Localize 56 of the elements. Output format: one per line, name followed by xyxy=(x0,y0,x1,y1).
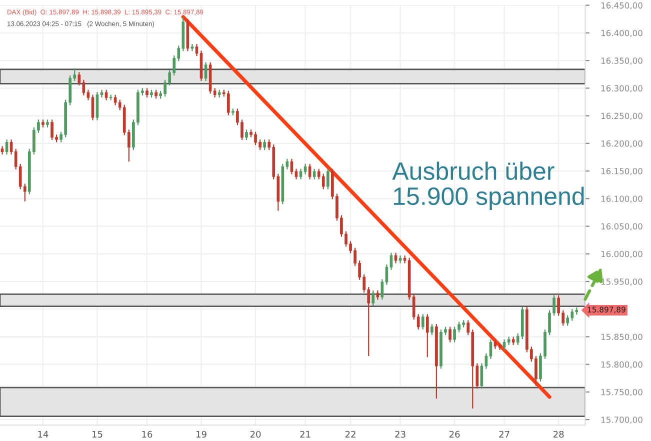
x-tick-label: 16 xyxy=(142,430,152,438)
candlestick xyxy=(421,314,424,330)
y-tick-label: 15.700,00 xyxy=(601,416,642,424)
x-tick-label: 15 xyxy=(92,430,102,438)
candlestick xyxy=(376,290,380,300)
x-tick-label: 14 xyxy=(38,430,48,438)
x-tick-label: 21 xyxy=(300,430,310,438)
annotation: Ausbruch über 15.900 spannend xyxy=(392,162,584,210)
candlestick xyxy=(326,168,330,190)
x-tick-label: 27 xyxy=(499,430,510,438)
candlestick xyxy=(448,326,452,343)
candlestick xyxy=(226,90,230,116)
x-tick-label: 22 xyxy=(345,430,356,438)
candlestick xyxy=(290,158,294,175)
candlestick xyxy=(308,163,312,180)
candlestick xyxy=(394,252,398,264)
x-tick-label: 26 xyxy=(449,430,460,438)
y-tick-label: 16.150,00 xyxy=(601,168,642,176)
y-tick-label: 16.450,00 xyxy=(601,2,642,10)
x-tick-label: 19 xyxy=(196,430,206,438)
y-tick-label: 16.100,00 xyxy=(601,196,642,203)
y-tick-label: 15.800,00 xyxy=(601,361,642,368)
candlestick xyxy=(390,252,393,270)
y-tick-label: 15.850,00 xyxy=(601,334,642,341)
candlestick xyxy=(502,338,506,351)
candlestick xyxy=(204,62,208,82)
candlestick xyxy=(426,314,429,358)
candlestick xyxy=(104,89,108,101)
candlestick xyxy=(372,290,375,306)
x-tick-label: 28 xyxy=(553,430,564,438)
y-tick-label: 16.000,00 xyxy=(601,250,642,258)
y-tick-label: 15.950,00 xyxy=(601,278,642,286)
candlestick xyxy=(146,88,148,98)
y-tick-label: 16.400,00 xyxy=(601,30,642,38)
candlestick xyxy=(299,168,302,180)
x-tick-label: 23 xyxy=(395,430,406,438)
candlestick xyxy=(96,91,99,121)
y-tick-label: 15.750,00 xyxy=(601,388,642,396)
candlestick xyxy=(91,94,94,121)
candlestick xyxy=(494,338,497,350)
candlestick xyxy=(312,168,316,180)
candlestick xyxy=(5,138,8,155)
y-tick-label: 16.250,00 xyxy=(601,112,642,120)
candlestick xyxy=(263,138,266,151)
candlestick xyxy=(430,323,434,336)
x-tick-label: 20 xyxy=(250,430,261,438)
y-tick-label: 16.350,00 xyxy=(601,58,642,65)
y-tick-label: 16.300,00 xyxy=(601,85,642,92)
candlestick xyxy=(489,338,492,360)
y-tick-label: 16.200,00 xyxy=(601,140,642,148)
candlestick xyxy=(566,314,570,326)
candlestick xyxy=(294,168,298,180)
candlestick xyxy=(304,163,307,175)
candlestick xyxy=(245,129,248,141)
y-tick-label: 16.050,00 xyxy=(601,223,642,230)
candlestick xyxy=(322,173,325,190)
